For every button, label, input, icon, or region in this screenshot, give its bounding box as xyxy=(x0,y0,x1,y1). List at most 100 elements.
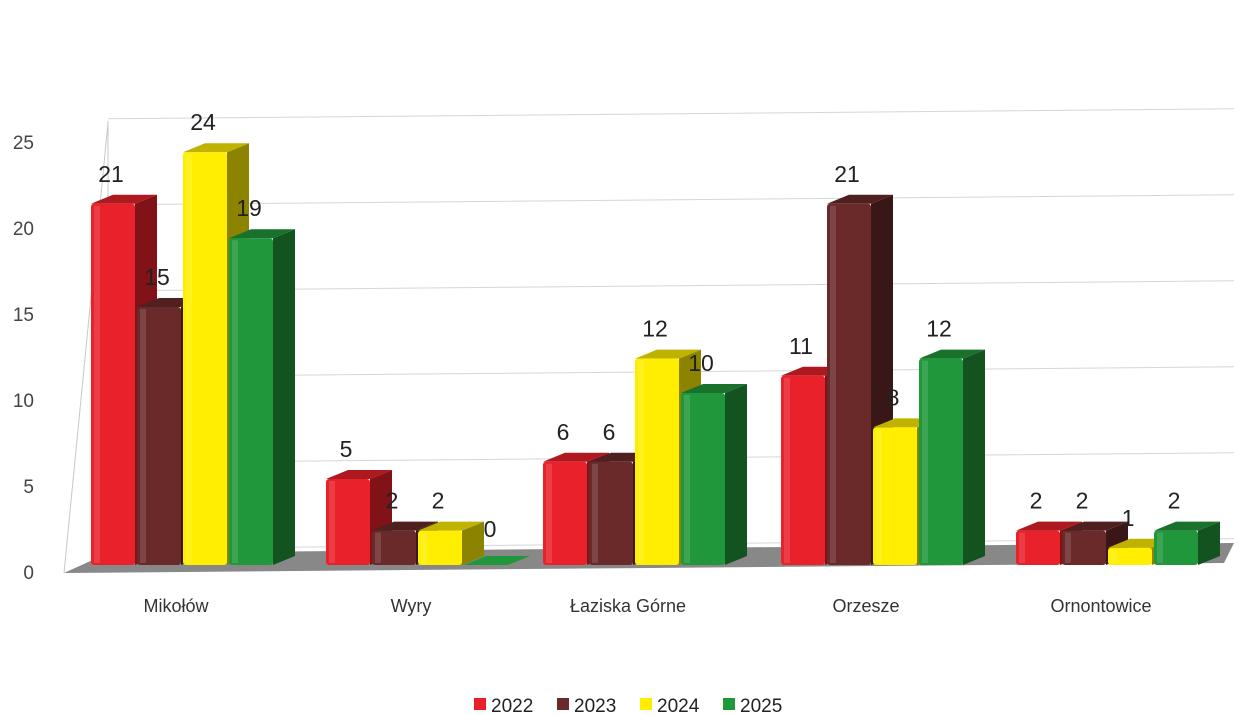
data-label: 15 xyxy=(144,264,170,290)
y-tick-label: 0 xyxy=(23,563,34,584)
legend-item-2025[interactable]: 2025 xyxy=(723,696,782,715)
bar-front xyxy=(137,307,181,565)
bar-top xyxy=(543,452,609,462)
bar-highlight xyxy=(1157,532,1163,563)
data-label: 21 xyxy=(98,161,124,187)
bar-front xyxy=(91,203,135,566)
data-label: 2 xyxy=(386,488,399,514)
bar-top xyxy=(464,556,530,565)
data-label: 2 xyxy=(1030,488,1043,514)
data-label: 8 xyxy=(887,384,900,410)
data-label: 0 xyxy=(484,516,497,542)
y-tick-label: 5 xyxy=(23,477,34,498)
data-label: 12 xyxy=(926,316,952,342)
bar-front xyxy=(873,427,917,565)
y-tick-label: 10 xyxy=(13,391,34,412)
bar-highlight xyxy=(1019,532,1025,563)
bar-front xyxy=(1062,530,1106,565)
bar-highlight xyxy=(375,532,381,563)
data-label: 2 xyxy=(1076,488,1089,514)
bar-highlight xyxy=(784,377,790,563)
bar-highlight xyxy=(922,360,928,563)
bar-highlight xyxy=(830,205,836,564)
legend-swatch xyxy=(557,698,569,710)
data-label: 1 xyxy=(1122,505,1135,531)
bar-top xyxy=(91,194,157,204)
x-tick-label: Mikołów xyxy=(143,596,209,616)
bar-highlight xyxy=(94,205,100,564)
data-label: 6 xyxy=(603,419,616,445)
gridline xyxy=(107,194,1235,206)
legend: 2022 2023 2024 2025 xyxy=(474,696,782,715)
bar-side xyxy=(273,229,295,565)
bar-top xyxy=(372,521,438,531)
bar-front xyxy=(1154,530,1198,565)
data-label: 6 xyxy=(557,419,570,445)
data-label: 10 xyxy=(688,350,714,376)
bar-2025-Mikołów[interactable] xyxy=(229,229,295,565)
legend-item-2023[interactable]: 2023 xyxy=(557,696,616,715)
y-axis-wall xyxy=(63,122,109,574)
legend-label: 2022 xyxy=(491,696,533,715)
y-axis: 0 5 10 15 20 25 xyxy=(13,133,34,584)
data-label: 19 xyxy=(236,195,262,221)
data-label: 21 xyxy=(834,161,860,187)
x-tick-label: Ornontowice xyxy=(1050,596,1151,616)
bar-front xyxy=(1016,530,1060,565)
bar-2025-Ornontowice[interactable] xyxy=(1154,521,1220,565)
data-label: 24 xyxy=(190,109,216,135)
bar-top xyxy=(919,349,985,359)
bar-highlight xyxy=(592,463,598,563)
bar-2024-Wyry[interactable] xyxy=(418,521,484,565)
bar-highlight xyxy=(546,463,552,563)
bar-front xyxy=(919,358,963,565)
bar-front xyxy=(372,530,416,565)
x-tick-label: Orzesze xyxy=(832,596,899,616)
bar-top xyxy=(1062,521,1128,531)
x-tick-label: Łaziska Górne xyxy=(570,596,686,616)
bar-top xyxy=(326,470,392,479)
bar-top xyxy=(635,349,701,359)
bar-highlight xyxy=(140,309,146,563)
bar-front xyxy=(229,238,273,565)
bar-side xyxy=(1198,521,1220,565)
bar-2022-Wyry[interactable] xyxy=(326,470,392,565)
bar-highlight xyxy=(876,429,882,563)
bar-front xyxy=(827,203,871,566)
bar-front xyxy=(418,530,462,565)
gridline xyxy=(107,280,1235,292)
legend-item-2024[interactable]: 2024 xyxy=(640,696,700,715)
bar-top xyxy=(1016,521,1082,531)
y-tick-label: 25 xyxy=(13,133,34,154)
bar-2025-Łaziska Górne[interactable] xyxy=(681,384,747,565)
legend-item-2022[interactable]: 2022 xyxy=(474,696,533,715)
legend-label: 2023 xyxy=(574,696,616,715)
bar-front xyxy=(1108,547,1152,565)
bar-front xyxy=(635,358,679,565)
legend-label: 2024 xyxy=(657,696,700,715)
bar-2023-Orzesze[interactable] xyxy=(827,194,893,566)
legend-swatch xyxy=(640,698,652,710)
x-tick-label: Wyry xyxy=(391,596,432,616)
bar-2025-Orzesze[interactable] xyxy=(919,349,985,565)
bar-top xyxy=(681,384,747,393)
bar-side xyxy=(462,521,484,565)
bar-front xyxy=(543,461,587,565)
bar-front xyxy=(589,461,633,565)
bar-front xyxy=(781,375,825,565)
y-tick-label: 20 xyxy=(13,219,34,240)
bars xyxy=(91,143,1220,566)
bar-top xyxy=(827,194,893,204)
gridline xyxy=(107,108,1235,120)
bar-highlight xyxy=(684,395,690,563)
legend-swatch xyxy=(723,698,735,710)
bar-2025-Wyry[interactable] xyxy=(464,556,530,565)
bar-highlight xyxy=(232,240,238,563)
bar-top xyxy=(229,229,295,239)
y-tick-label: 15 xyxy=(13,305,34,326)
bar-highlight xyxy=(186,154,192,563)
data-label: 11 xyxy=(789,333,813,359)
bar-highlight xyxy=(638,360,644,563)
